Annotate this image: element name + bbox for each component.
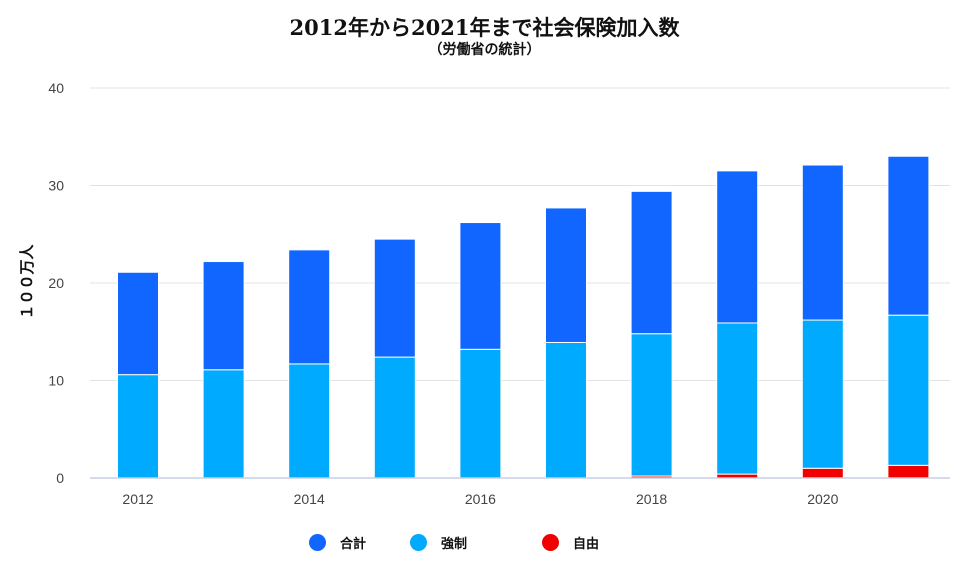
y-tick-label: 0 <box>56 470 64 486</box>
bar-2020-series-1[interactable] <box>801 319 844 469</box>
x-tick-label: 2012 <box>122 491 153 507</box>
bar-2015-series-1[interactable] <box>373 356 416 479</box>
bar-2013-series-1[interactable] <box>202 369 245 479</box>
bar-2018-series-2[interactable] <box>630 190 673 335</box>
bar-2018-series-1[interactable] <box>630 333 673 477</box>
bar-2014-series-1[interactable] <box>288 363 331 479</box>
bar-2021-series-0[interactable] <box>887 464 930 479</box>
y-tick-label: 10 <box>48 373 64 389</box>
chart-subtitle: （労働省の統計） <box>428 42 541 58</box>
x-tick-label: 2014 <box>294 491 325 507</box>
x-tick-label: 2018 <box>636 491 667 507</box>
bars <box>117 155 930 479</box>
legend-swatch-voluntary <box>542 534 559 551</box>
legend-item-mandatory[interactable]: 強制 <box>410 533 467 552</box>
bar-2017-series-1[interactable] <box>545 341 587 479</box>
bar-2012-series-1[interactable] <box>117 374 159 479</box>
bar-2016-series-1[interactable] <box>459 348 502 479</box>
bar-2017-series-2[interactable] <box>545 207 587 343</box>
bar-2020-series-2[interactable] <box>801 164 844 321</box>
legend-swatch-total <box>309 534 326 551</box>
x-tick-label: 2020 <box>807 491 838 507</box>
bar-2021-series-1[interactable] <box>887 314 930 466</box>
y-tick-label: 40 <box>48 80 64 96</box>
bar-2015-series-2[interactable] <box>373 238 416 358</box>
bar-2016-series-2[interactable] <box>459 222 502 350</box>
y-tick-label: 30 <box>48 178 64 194</box>
chart-title: 2012年から2021年まで社会保険加入数 <box>289 15 680 40</box>
bar-2013-series-2[interactable] <box>202 261 245 371</box>
legend-label-total: 合計 <box>340 537 367 552</box>
y-axis-label: １００万人 <box>18 244 36 320</box>
legend-label-voluntary: 自由 <box>573 537 600 552</box>
legend-swatch-mandatory <box>410 534 427 551</box>
y-tick-label: 20 <box>48 275 64 291</box>
bar-2019-series-1[interactable] <box>716 322 759 475</box>
bar-2020-series-0[interactable] <box>801 467 844 479</box>
bar-2012-series-2[interactable] <box>117 271 159 376</box>
bar-2021-series-2[interactable] <box>887 155 930 316</box>
x-tick-label: 2016 <box>465 491 496 507</box>
bar-2019-series-2[interactable] <box>716 170 759 324</box>
legend-item-total[interactable]: 合計 <box>309 533 366 552</box>
legend-label-mandatory: 強制 <box>441 537 468 552</box>
legend-item-voluntary[interactable]: 自由 <box>542 533 599 552</box>
bar-2014-series-2[interactable] <box>288 249 331 365</box>
axes: 0 10 20 30 40 2012 2014 2016 2018 2020 <box>48 80 950 507</box>
